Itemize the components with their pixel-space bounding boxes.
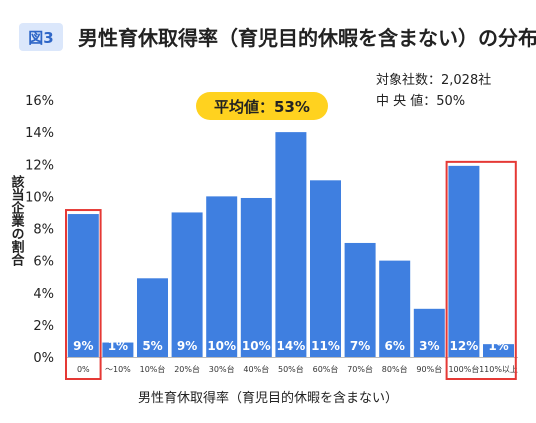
x-tick-label: 100%台 xyxy=(448,364,479,374)
highlight-box xyxy=(65,209,102,380)
bar-value-label: 1% xyxy=(108,339,128,353)
y-axis-title: 該当企業の割合 xyxy=(9,174,26,267)
y-tick-label: 14% xyxy=(25,126,54,141)
average-badge xyxy=(196,92,328,120)
bar-value-label: 6% xyxy=(385,339,405,353)
y-tick-label: 4% xyxy=(33,287,54,302)
highlight-box xyxy=(445,160,517,380)
bar xyxy=(275,132,307,357)
x-tick-label: 110%以上 xyxy=(479,365,518,374)
bar xyxy=(102,342,134,357)
x-axis-title: 男性育休取得率（育児目的休暇を含まない） xyxy=(138,390,398,406)
x-tick-label: 40%台 xyxy=(243,364,269,374)
bar xyxy=(483,344,514,357)
bar-value-label: 10% xyxy=(242,339,271,353)
x-tick-label: 60%台 xyxy=(313,364,339,374)
y-tick-label: 10% xyxy=(25,190,54,205)
y-tick-label: 8% xyxy=(33,223,54,238)
stat-median: 中 央 値：50% xyxy=(376,94,466,109)
figure-title: 男性育休取得率（育児目的休暇を含まない）の分布 xyxy=(78,26,536,50)
bar-value-label: 9% xyxy=(73,339,93,353)
bar xyxy=(344,242,376,357)
x-tick-label: 0% xyxy=(77,365,90,374)
bar xyxy=(448,165,480,357)
x-tick-label: 70%台 xyxy=(347,364,373,374)
y-tick-label: 12% xyxy=(25,158,54,173)
bar-value-label: 10% xyxy=(207,339,236,353)
bar-value-label: 14% xyxy=(277,339,306,353)
bar xyxy=(171,212,203,357)
bar xyxy=(310,180,341,357)
bar-value-label: 1% xyxy=(488,339,508,353)
x-tick-label: ～10% xyxy=(105,365,131,374)
bar-value-label: 9% xyxy=(177,339,197,353)
bar xyxy=(67,214,99,357)
stat-companies: 対象社数：2,028社 xyxy=(376,73,492,88)
x-tick-label: 20%台 xyxy=(174,364,200,374)
bar xyxy=(379,260,411,357)
x-tick-label: 90%台 xyxy=(416,364,442,374)
bar xyxy=(413,308,445,357)
average-annotation: 平均値：53% xyxy=(214,98,310,116)
bar-value-label: 12% xyxy=(450,339,479,353)
bar-value-label: 3% xyxy=(419,339,439,353)
x-tick-label: 10%台 xyxy=(140,364,166,374)
bar xyxy=(206,196,238,357)
y-tick-label: 16% xyxy=(25,94,54,109)
y-tick-label: 2% xyxy=(33,319,54,334)
x-tick-label: 80%台 xyxy=(382,364,408,374)
bar-value-label: 11% xyxy=(311,339,340,353)
bar-value-label: 7% xyxy=(350,339,370,353)
x-tick-label: 30%台 xyxy=(209,364,235,374)
bar-value-label: 5% xyxy=(142,339,162,353)
y-tick-label: 0% xyxy=(33,351,54,366)
bar xyxy=(240,197,272,357)
y-tick-label: 6% xyxy=(33,255,54,270)
figure-label: 図3 xyxy=(19,23,63,51)
stats-box: 対象社数：2,028社 中 央 値：50% xyxy=(376,70,491,112)
bar xyxy=(137,278,168,357)
x-tick-label: 50%台 xyxy=(278,364,304,374)
